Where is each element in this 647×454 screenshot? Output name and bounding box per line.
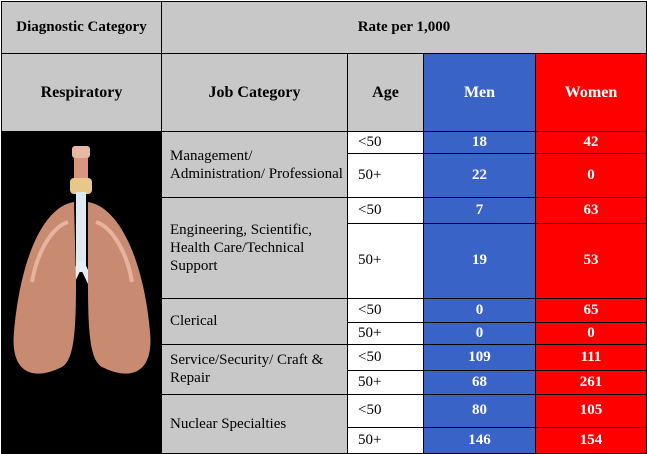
job-category: Management/ Administration/ Professional xyxy=(161,131,348,198)
data-row: 50+ 22 0 xyxy=(2,153,647,198)
men-rate: 18 xyxy=(423,131,536,154)
data-row: Service/Security/ Craft & Repair <50 109 11… xyxy=(2,344,647,395)
age: <50 xyxy=(347,131,424,154)
header-cell: Diagnostic Category xyxy=(1,1,162,54)
header-cell: Job Category xyxy=(161,53,348,132)
men-rate: 22 xyxy=(423,153,536,198)
header-row: Diagnostic Category Rate per 1,000 xyxy=(1,1,647,54)
data-row: Engineering, Scientific, Health Care/Tec… xyxy=(2,197,647,299)
age: 50+ xyxy=(347,153,424,198)
age: <50 xyxy=(347,297,424,323)
header-cell: Respiratory xyxy=(1,53,162,132)
women-rate: 0 xyxy=(535,153,647,198)
data-row: Clerical <50 0 65 xyxy=(2,297,647,345)
women-rate: 154 xyxy=(535,427,647,454)
age: <50 xyxy=(347,344,424,371)
job-category: Clerical xyxy=(161,297,348,345)
age: 50+ xyxy=(347,322,424,345)
header-cell: Women xyxy=(535,53,647,132)
job-category: Service/Security/ Craft & Repair xyxy=(161,344,348,395)
men-rate: 7 xyxy=(423,197,536,224)
men-rate: 146 xyxy=(423,427,536,454)
data-row: 50+ 68 261 xyxy=(2,369,647,395)
data-row: 50+ 19 53 xyxy=(2,222,647,299)
age: 50+ xyxy=(347,427,424,454)
age: 50+ xyxy=(347,369,424,395)
women-rate: 0 xyxy=(535,322,647,345)
header-cell: Men xyxy=(423,53,536,132)
women-rate: 63 xyxy=(535,197,647,224)
women-rate: 261 xyxy=(535,369,647,395)
data-row: Management/ Administration/ Professional… xyxy=(1,131,647,454)
header-cell: Rate per 1,000 xyxy=(161,1,647,54)
men-rate: 0 xyxy=(423,322,536,345)
job-category: Nuclear Specialties xyxy=(161,393,348,454)
women-rate: 42 xyxy=(535,131,647,154)
men-rate: 68 xyxy=(423,369,536,395)
lungs-icon xyxy=(13,146,151,374)
men-rate: 109 xyxy=(423,344,536,371)
women-rate: 111 xyxy=(535,344,647,371)
header-row: Respiratory Job Category Age Men Women xyxy=(1,53,647,132)
men-rate: 19 xyxy=(423,222,536,299)
header-cell: Age xyxy=(347,53,424,132)
women-rate: 105 xyxy=(535,393,647,428)
women-rate: 65 xyxy=(535,297,647,323)
data-row: Nuclear Specialties <50 80 105 xyxy=(2,393,647,454)
age: 50+ xyxy=(347,222,424,299)
age: <50 xyxy=(347,197,424,224)
age: <50 xyxy=(347,393,424,428)
data-row: 50+ 0 0 xyxy=(2,322,647,345)
lungs-image xyxy=(1,131,162,454)
women-rate: 53 xyxy=(535,222,647,299)
men-rate: 80 xyxy=(423,393,536,428)
men-rate: 0 xyxy=(423,297,536,323)
job-category: Engineering, Scientific, Health Care/Tec… xyxy=(161,197,348,299)
